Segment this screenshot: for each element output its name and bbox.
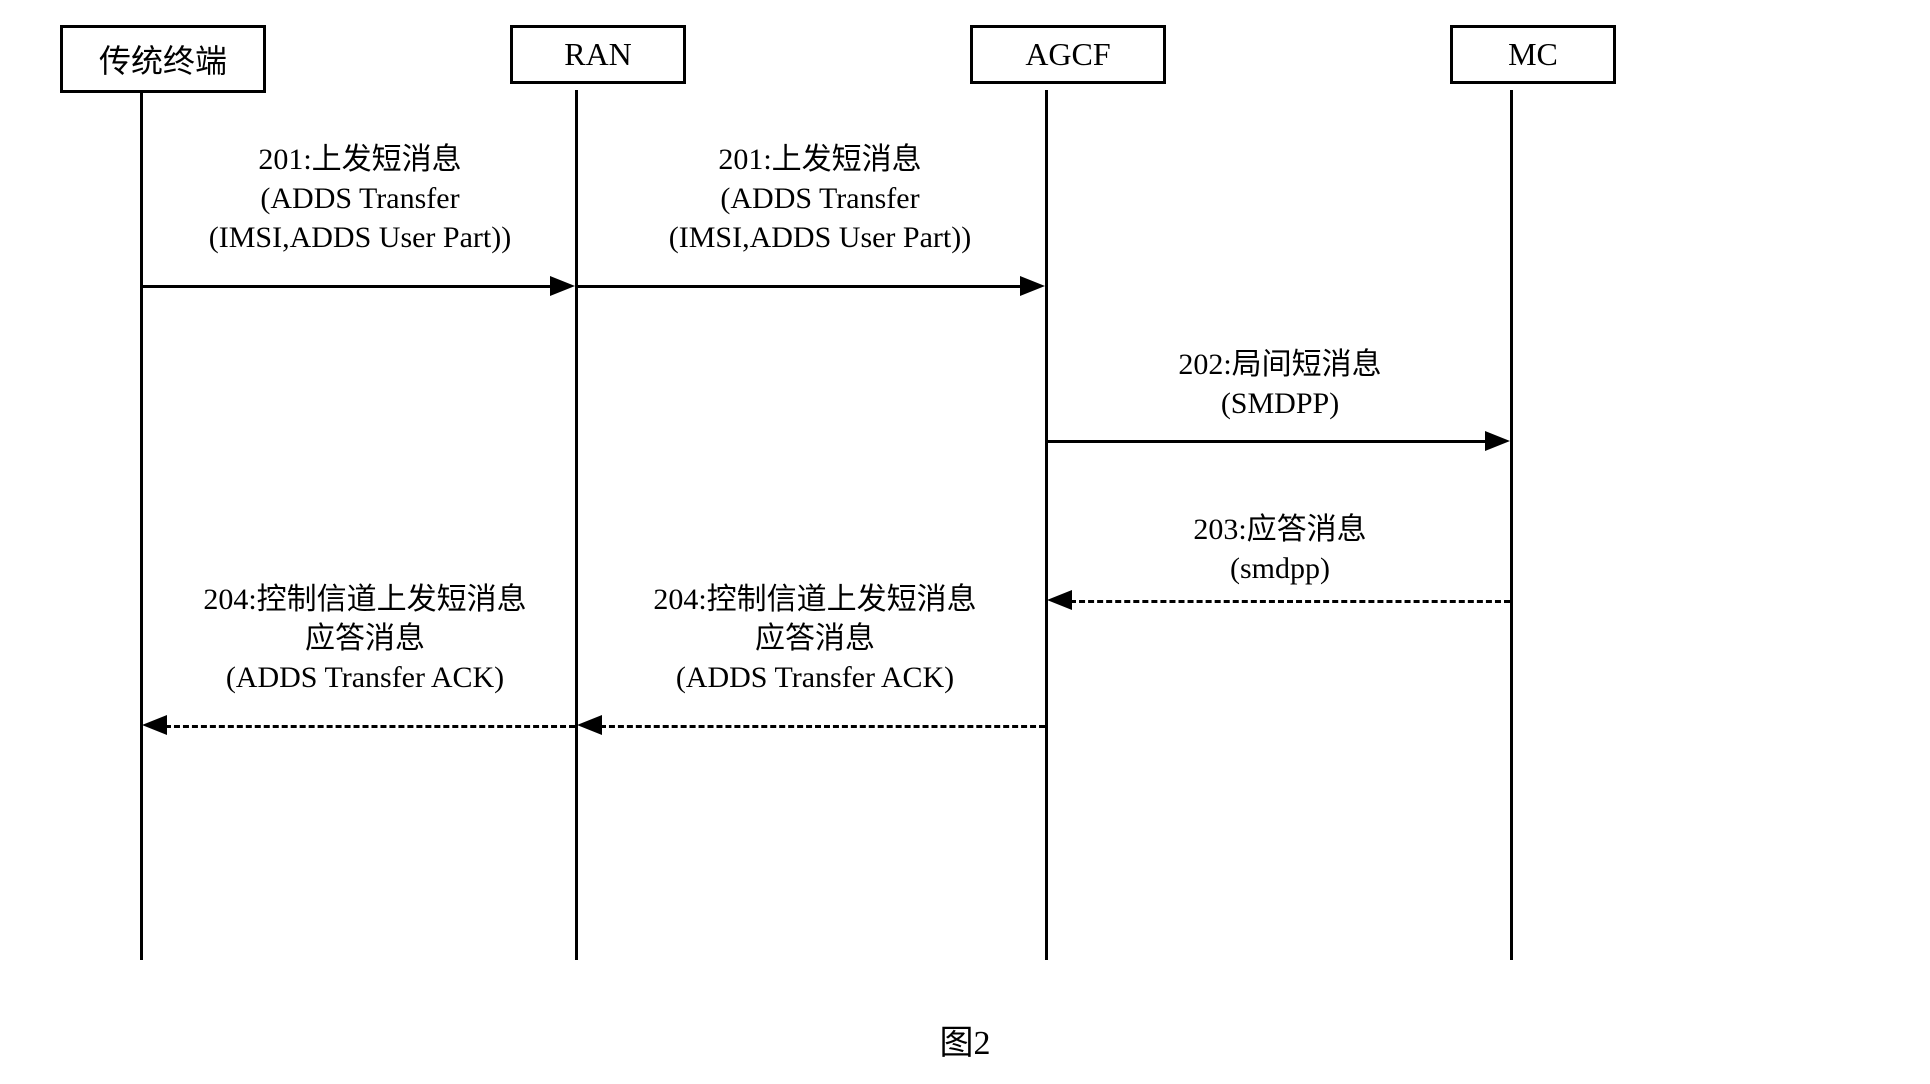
msg-line: 203:应答消息 (1193, 513, 1366, 546)
msg-line: 204:控制信道上发短消息 (203, 583, 526, 616)
arrow-204b (600, 725, 1045, 728)
arrow-head-icon (1485, 431, 1510, 451)
arrow-202 (1047, 440, 1487, 443)
lifeline-terminal (140, 90, 143, 960)
msg-line: (ADDS Transfer (720, 182, 919, 215)
arrow-head-icon (1047, 590, 1072, 610)
arrow-head-icon (1020, 276, 1045, 296)
message-204b-text: 204:控制信道上发短消息 应答消息 (ADDS Transfer ACK) (590, 580, 1040, 697)
participant-agcf: AGCF (970, 25, 1166, 84)
msg-line: 201:上发短消息 (718, 143, 921, 176)
msg-line: 202:局间短消息 (1178, 348, 1381, 381)
msg-line: (ADDS Transfer ACK) (676, 661, 954, 694)
arrow-head-icon (142, 715, 167, 735)
message-201b-text: 201:上发短消息 (ADDS Transfer (IMSI,ADDS User… (610, 140, 1030, 257)
arrow-head-icon (577, 715, 602, 735)
participant-terminal: 传统终端 (60, 25, 266, 93)
participant-label: RAN (564, 36, 632, 72)
msg-line: 应答消息 (305, 622, 425, 655)
sequence-diagram: 传统终端 RAN AGCF MC 201:上发短消息 (ADDS Transfe… (20, 20, 1910, 1064)
message-204a-text: 204:控制信道上发短消息 应答消息 (ADDS Transfer ACK) (140, 580, 590, 697)
msg-line: (IMSI,ADDS User Part)) (209, 221, 511, 254)
lifeline-mc (1510, 90, 1513, 960)
figure-caption: 图2 (20, 1015, 1910, 1064)
message-201a-text: 201:上发短消息 (ADDS Transfer (IMSI,ADDS User… (160, 140, 560, 257)
message-203-text: 203:应答消息 (smdpp) (1080, 510, 1480, 588)
msg-line: 201:上发短消息 (258, 143, 461, 176)
lifeline-agcf (1045, 90, 1048, 960)
msg-line: 204:控制信道上发短消息 (653, 583, 976, 616)
participant-ran: RAN (510, 25, 686, 84)
participant-mc: MC (1450, 25, 1616, 84)
arrow-201b (577, 285, 1022, 288)
msg-line: (IMSI,ADDS User Part)) (669, 221, 971, 254)
arrow-203 (1070, 600, 1510, 603)
message-202-text: 202:局间短消息 (SMDPP) (1080, 345, 1480, 423)
lifeline-ran (575, 90, 578, 960)
participant-label: 传统终端 (99, 43, 227, 79)
msg-line: (ADDS Transfer ACK) (226, 661, 504, 694)
participant-label: AGCF (1025, 36, 1110, 72)
msg-line: 应答消息 (755, 622, 875, 655)
msg-line: (SMDPP) (1221, 387, 1339, 420)
arrow-201a (142, 285, 552, 288)
arrow-head-icon (550, 276, 575, 296)
msg-line: (smdpp) (1230, 552, 1330, 585)
arrow-204a (165, 725, 575, 728)
caption-text: 图2 (940, 1025, 991, 1062)
participant-label: MC (1508, 36, 1558, 72)
msg-line: (ADDS Transfer (260, 182, 459, 215)
